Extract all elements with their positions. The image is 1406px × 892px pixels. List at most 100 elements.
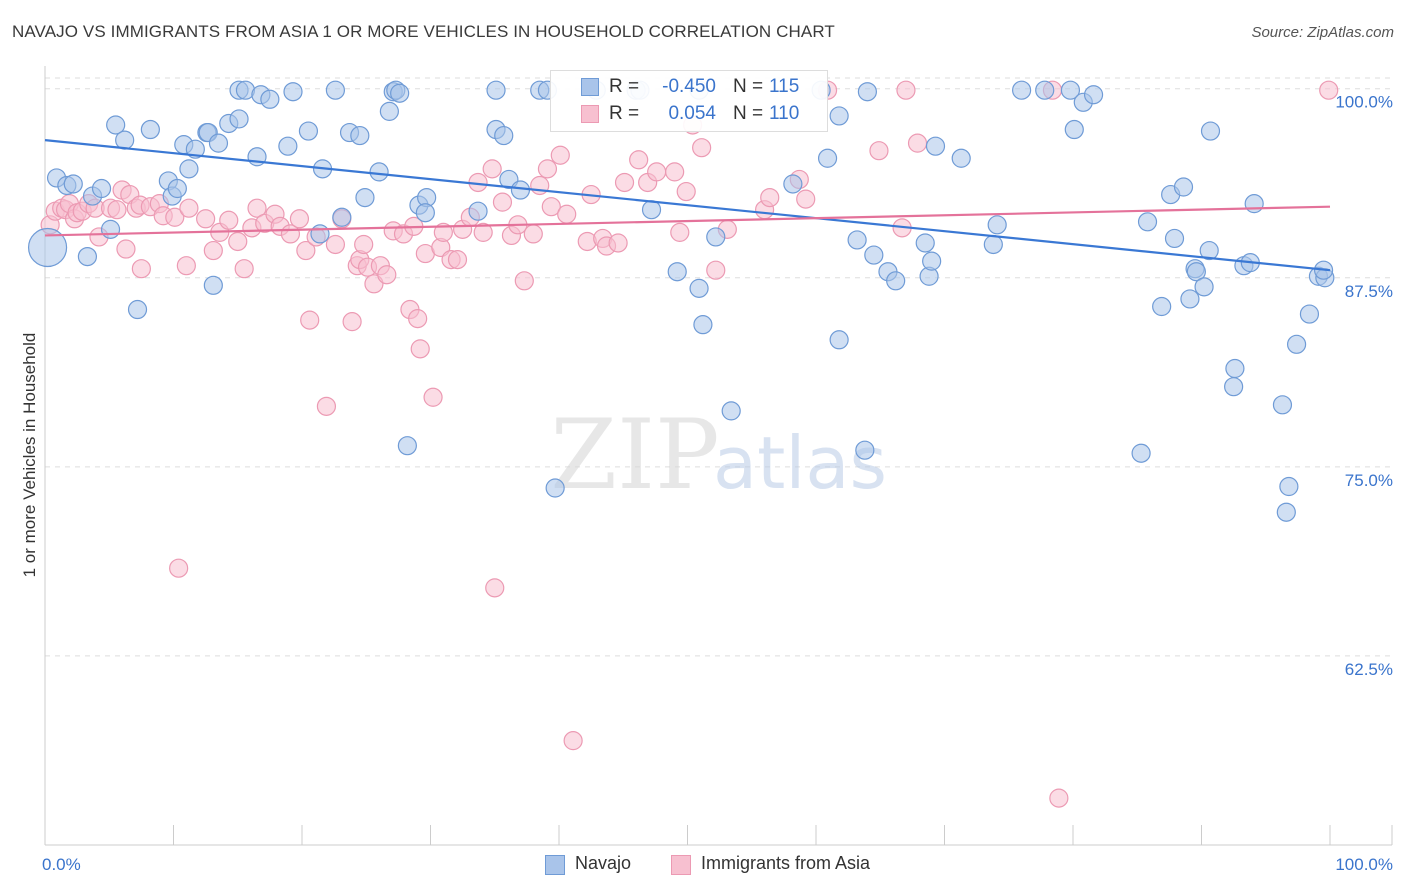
asia-point — [796, 189, 816, 209]
navajo-point — [886, 271, 906, 291]
legend-swatch-asia — [581, 105, 599, 123]
navajo-point — [63, 174, 83, 194]
asia-point — [354, 234, 374, 255]
navajo-point — [127, 299, 148, 320]
navajo-point — [847, 230, 867, 250]
navajo-point — [1279, 476, 1299, 497]
navajo-point — [397, 436, 417, 456]
asia-point — [131, 259, 151, 279]
asia-point — [608, 233, 628, 253]
axes — [44, 66, 1393, 846]
asia-point — [523, 224, 543, 244]
navajo-point — [1173, 177, 1194, 197]
navajo-point — [390, 83, 410, 103]
navajo-point — [1225, 358, 1245, 379]
legend-swatch-asia — [671, 855, 691, 875]
asia-point — [234, 259, 254, 279]
navajo-point — [545, 478, 565, 498]
navajo-point — [693, 315, 713, 335]
trend-line-asia — [44, 205, 1331, 237]
navajo-point — [1272, 395, 1293, 415]
asia-point — [342, 312, 362, 332]
navajo-point — [641, 200, 662, 220]
asia-point — [869, 141, 889, 161]
navajo-point — [951, 148, 971, 168]
navajo-point — [278, 136, 298, 156]
asia-point — [169, 558, 189, 578]
asia-point — [296, 240, 316, 261]
asia-point — [473, 222, 493, 242]
asia-point — [447, 250, 468, 270]
legend-swatch-navajo — [581, 78, 599, 96]
navajo-point — [100, 219, 121, 239]
navajo-point — [1164, 228, 1185, 249]
asia-point — [1319, 80, 1339, 100]
asia-point — [706, 260, 726, 280]
asia-point — [408, 309, 428, 329]
navajo-point — [855, 440, 875, 460]
asia-point — [316, 396, 337, 416]
navajo-point — [987, 215, 1007, 235]
asia-point — [550, 145, 570, 165]
navajo-point — [829, 106, 849, 126]
legend-r-label: R = — [609, 103, 640, 124]
navajo-point — [298, 121, 319, 141]
asia-point — [760, 187, 780, 208]
navajo-point — [379, 101, 399, 121]
asia-point — [289, 209, 310, 229]
source-label: Source: ZipAtlas.com — [1251, 24, 1394, 41]
navajo-point — [1186, 262, 1206, 282]
navajo-point — [510, 180, 531, 200]
navajo-point — [783, 174, 803, 194]
trend-line-navajo — [44, 139, 1331, 272]
navajo-point — [208, 133, 229, 153]
asia-point — [482, 159, 502, 179]
asia-point — [692, 138, 712, 158]
y-tick-label: 62.5% — [1345, 660, 1393, 679]
navajo-point — [325, 80, 346, 100]
navajo-point — [857, 82, 878, 102]
asia-point — [228, 231, 248, 252]
navajo-point — [350, 125, 370, 146]
asia-point — [514, 271, 534, 291]
asia-point — [423, 387, 443, 407]
asia-point — [629, 150, 649, 170]
asia-point — [485, 578, 505, 598]
navajo-point — [355, 187, 375, 208]
asia-point — [670, 222, 690, 242]
navajo-point — [1194, 277, 1214, 297]
asia-point — [433, 222, 453, 242]
navajo-point — [1131, 443, 1151, 463]
asia-point — [665, 162, 685, 182]
asia-point — [537, 159, 558, 179]
navajo-point — [1224, 377, 1244, 397]
x-tick-label-min: 0.0% — [42, 855, 81, 874]
navajo-point — [1152, 296, 1172, 317]
navajo-point — [1060, 80, 1081, 100]
navajo-point — [229, 109, 249, 129]
navajo-point — [415, 203, 435, 223]
asia-point — [541, 197, 561, 217]
legend-r-label: R = — [609, 76, 640, 97]
asia-point — [492, 192, 513, 212]
navajo-point — [185, 139, 205, 159]
asia-point — [247, 198, 267, 218]
navajo-point — [1137, 212, 1158, 232]
navajo-point — [922, 251, 942, 271]
navajo-point — [310, 224, 330, 244]
navajo-point — [27, 227, 68, 268]
navajo-point — [91, 178, 112, 199]
navajo-point — [494, 125, 514, 146]
navajo-point — [925, 136, 946, 156]
navajo-point — [1180, 289, 1200, 309]
asia-point — [577, 231, 597, 252]
asia-point — [107, 200, 127, 220]
navajo-point — [817, 148, 838, 168]
legend-label-navajo: Navajo — [575, 853, 632, 873]
series-immigrants-from-asia — [40, 80, 1339, 808]
asia-point — [676, 181, 696, 202]
navajo-point — [1199, 240, 1219, 261]
asia-point — [557, 204, 577, 224]
navajo-point — [468, 201, 488, 221]
legend-label-asia: Immigrants from Asia — [701, 853, 871, 873]
